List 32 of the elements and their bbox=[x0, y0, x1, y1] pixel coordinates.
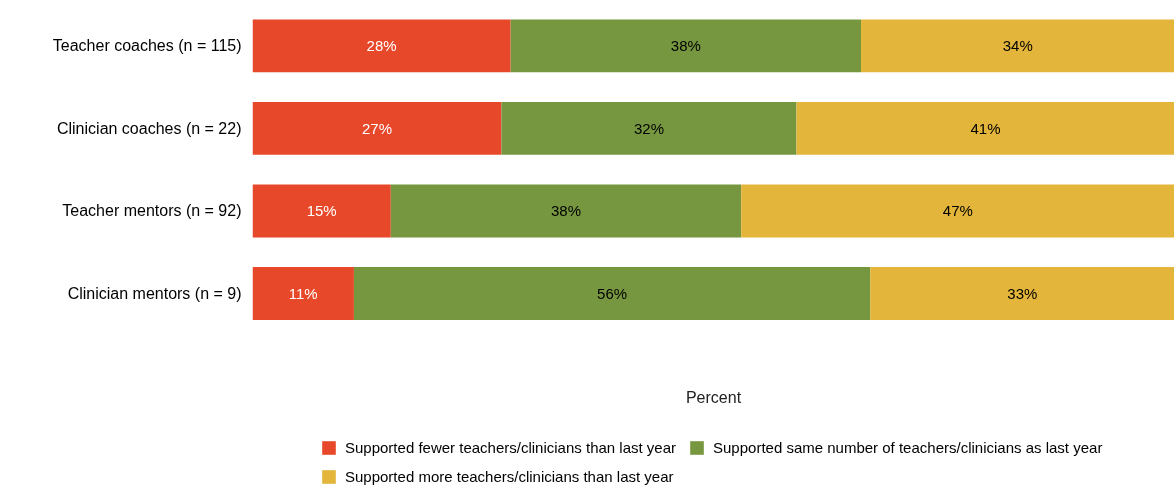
data-label: 15% bbox=[306, 202, 337, 220]
y-tick-label: Clinician coaches (n = 22) bbox=[56, 119, 242, 137]
bar bbox=[252, 267, 354, 320]
bar bbox=[353, 267, 871, 320]
data-label: 33% bbox=[1007, 285, 1038, 303]
legend-label: Supported same number of teachers/clinicians as last year bbox=[713, 439, 1103, 456]
data-label: 47% bbox=[942, 202, 973, 220]
data-label: 28% bbox=[366, 37, 397, 55]
bar bbox=[510, 19, 862, 73]
bar bbox=[252, 102, 502, 155]
bar bbox=[252, 184, 391, 238]
data-label: 27% bbox=[361, 119, 392, 137]
data-label: 56% bbox=[597, 285, 628, 303]
legend-label: Supported fewer teachers/clinicians than last year bbox=[345, 439, 677, 456]
y-tick-label: Teacher coaches (n = 115) bbox=[52, 37, 242, 55]
bar bbox=[870, 267, 1174, 320]
data-label: 41% bbox=[970, 119, 1001, 137]
data-label: 38% bbox=[550, 202, 581, 220]
data-label: 34% bbox=[1002, 37, 1033, 55]
y-tick-label: Clinician mentors (n = 9) bbox=[67, 285, 242, 303]
legend-label: Supported more teachers/clinicians than last year bbox=[345, 468, 674, 485]
y-tick-label: Teacher mentors (n = 92) bbox=[62, 202, 242, 220]
data-label: 32% bbox=[633, 119, 664, 137]
bar bbox=[390, 184, 742, 238]
x-axis-title: Percent bbox=[685, 389, 742, 407]
bar bbox=[252, 19, 511, 73]
data-label: 38% bbox=[670, 37, 701, 55]
data-label: 11% bbox=[288, 285, 318, 303]
bar bbox=[501, 102, 797, 155]
bar bbox=[741, 184, 1174, 238]
bar bbox=[861, 19, 1174, 73]
bar bbox=[796, 102, 1174, 155]
